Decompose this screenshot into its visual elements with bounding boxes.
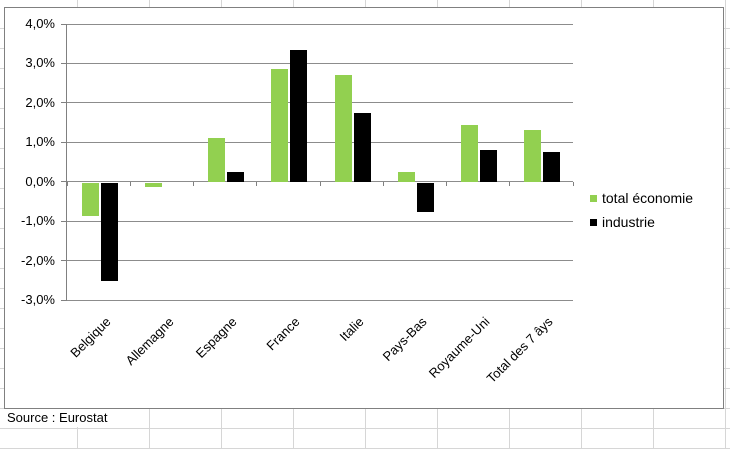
bar-s1-Espagne[interactable] (227, 171, 245, 182)
bar-s1-Total des 7 âys[interactable] (543, 152, 561, 182)
y-axis-tick (61, 102, 66, 104)
gridline (67, 299, 573, 301)
gridline (67, 260, 573, 262)
y-axis-tick (61, 299, 66, 301)
plot-area (61, 23, 574, 301)
gridline (67, 181, 573, 183)
y-axis-tick (61, 181, 66, 183)
x-axis-tick (572, 182, 574, 187)
bar-s1-France[interactable] (290, 49, 308, 182)
source-note-cell[interactable]: Source : Eurostat (6, 409, 148, 427)
bar-s1-Italie[interactable] (353, 112, 371, 182)
bar-s0-France[interactable] (271, 69, 289, 182)
gridline (67, 23, 573, 25)
y-axis-label: 1,0% (25, 134, 55, 150)
gridline (67, 62, 573, 64)
series-swatch-total-economie (590, 194, 597, 202)
y-axis-label: -3,0% (21, 292, 55, 307)
legend-label-industrie: industrie (602, 214, 655, 230)
gridline (67, 102, 573, 104)
x-axis-tick (509, 182, 511, 187)
y-axis-line (66, 24, 67, 301)
bar-s0-Royaume-Uni[interactable] (461, 124, 479, 182)
y-axis-label: 0,0% (25, 173, 55, 189)
gridline (67, 141, 573, 143)
bar-s0-Pays-Bas[interactable] (397, 171, 415, 182)
chart-frame[interactable]: total économie industrie 4,0% 3,0% 2,0% 1,0… (4, 7, 724, 409)
series-swatch-industrie (590, 218, 597, 226)
y-axis-tick (61, 220, 66, 222)
x-axis-tick (66, 182, 68, 187)
bar-s0-Espagne[interactable] (208, 138, 226, 182)
bar-s1-Royaume-Uni[interactable] (480, 150, 498, 182)
y-axis-label: 4,0% (25, 16, 55, 31)
bar-s0-Italie[interactable] (334, 75, 352, 182)
y-axis-label: -1,0% (21, 213, 55, 229)
bar-s0-Total des 7 âys[interactable] (524, 130, 542, 182)
bar-s1-Belgique[interactable] (100, 182, 118, 282)
y-axis-label: 2,0% (25, 94, 55, 110)
legend[interactable]: total économie industrie (590, 190, 694, 239)
bar-s0-Allemagne[interactable] (144, 182, 162, 187)
y-axis-tick (61, 23, 66, 25)
y-axis-tick (61, 260, 66, 262)
y-axis-tick (61, 141, 66, 143)
x-axis-tick (319, 182, 321, 187)
x-axis-tick (446, 182, 447, 187)
x-axis-tick (382, 182, 384, 187)
bar-s1-Pays-Bas[interactable] (416, 182, 434, 213)
y-axis-label: 3,0% (25, 55, 55, 71)
x-axis-tick (129, 182, 131, 187)
x-axis-tick (193, 182, 194, 187)
legend-label-total-economie: total économie (602, 190, 694, 206)
legend-item-total-economie[interactable]: total économie (590, 190, 694, 206)
y-axis-tick (61, 62, 66, 64)
y-axis-label: -2,0% (21, 252, 55, 268)
bar-s0-Belgique[interactable] (81, 182, 99, 217)
gridline (67, 220, 573, 222)
x-axis-tick (256, 182, 258, 187)
legend-item-industrie[interactable]: industrie (590, 214, 693, 230)
